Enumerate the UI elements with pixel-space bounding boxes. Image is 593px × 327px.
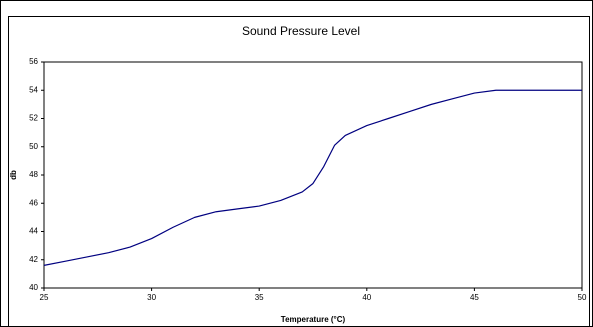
y-tick-label: 56	[29, 57, 38, 66]
x-tick-label: 40	[362, 293, 371, 302]
y-tick-label: 40	[29, 283, 38, 292]
x-tick-label: 45	[470, 293, 479, 302]
x-tick-label: 30	[147, 293, 156, 302]
y-axis-label: db	[9, 170, 18, 180]
y-tick-label: 54	[29, 85, 38, 94]
y-tick-label: 50	[29, 142, 38, 151]
x-axis-label: Temperature (°C)	[281, 315, 346, 324]
line-series	[43, 89, 582, 266]
y-tick-label: 44	[29, 227, 38, 236]
plot-area	[43, 61, 583, 289]
x-tick-label: 50	[578, 293, 587, 302]
chart-title: Sound Pressure Level	[242, 24, 360, 38]
y-tick-label: 52	[29, 114, 38, 123]
y-tick-label: 46	[29, 198, 38, 207]
y-tick-label: 48	[29, 170, 38, 179]
x-tick-label: 25	[40, 293, 49, 302]
y-tick-label: 42	[29, 255, 38, 264]
x-tick-label: 35	[255, 293, 264, 302]
